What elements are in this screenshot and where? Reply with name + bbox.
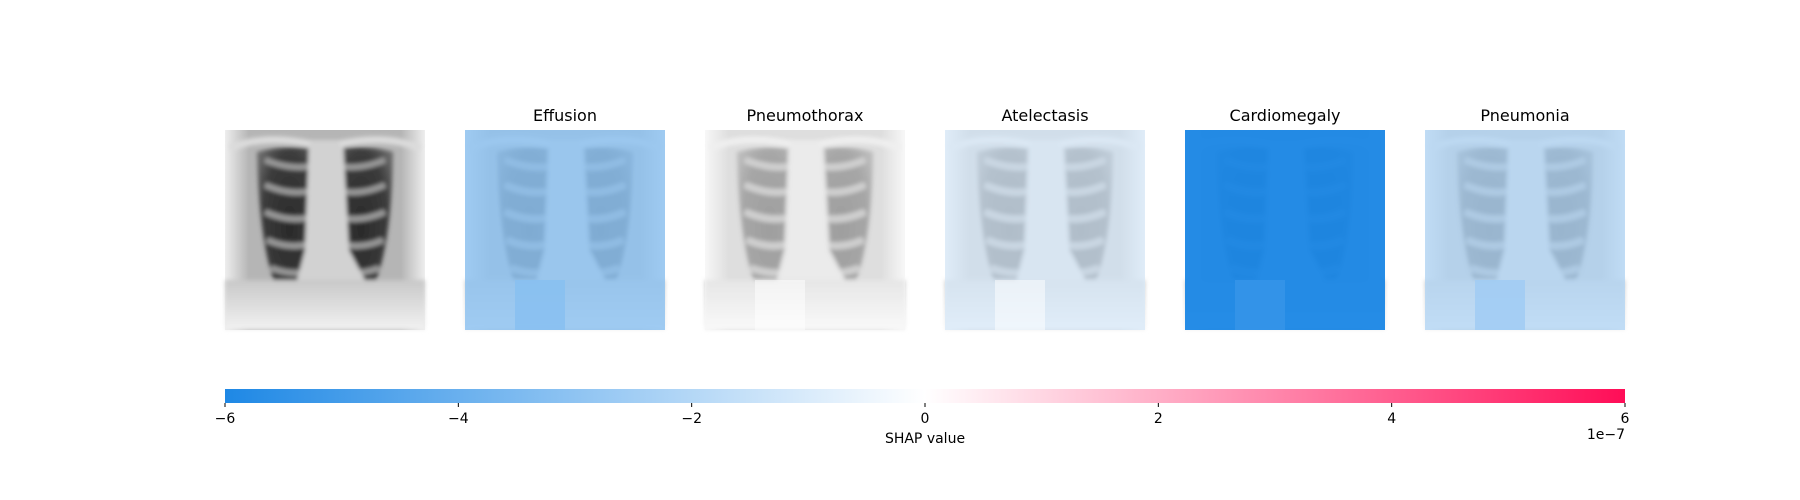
panel-title: Pneumothorax bbox=[747, 106, 864, 125]
panel-pneumothorax: Pneumothorax bbox=[705, 106, 905, 330]
colorbar-bar bbox=[225, 389, 1625, 403]
colorbar-label: SHAP value bbox=[885, 431, 965, 447]
panel-input-image bbox=[225, 130, 425, 330]
panel-title: Atelectasis bbox=[1001, 106, 1088, 125]
panel-pneumonia: Pneumonia bbox=[1425, 106, 1625, 330]
colorbar-scale-label: 1e−7 bbox=[1587, 427, 1625, 443]
shap-patch bbox=[755, 280, 805, 330]
colorbar-tick-label: −6 bbox=[215, 411, 236, 427]
panel-cardiomegaly: Cardiomegaly bbox=[1185, 106, 1385, 330]
colorbar-tick-label: 6 bbox=[1621, 411, 1630, 427]
colorbar-tick-label: 4 bbox=[1387, 411, 1396, 427]
colorbar-ticks: −6 −4 −2 0 2 4 6 bbox=[215, 403, 1630, 427]
shap-patch bbox=[1235, 280, 1285, 330]
colorbar: −6 −4 −2 0 2 4 6 SHAP value 1e−7 bbox=[215, 389, 1630, 447]
shap-patch bbox=[1475, 280, 1525, 330]
colorbar-tick-label: 0 bbox=[921, 411, 930, 427]
panel-atelectasis: Atelectasis bbox=[945, 106, 1145, 330]
colorbar-tick-label: −2 bbox=[681, 411, 702, 427]
xray-image bbox=[225, 130, 425, 330]
panel-title: Cardiomegaly bbox=[1230, 106, 1341, 125]
image-panels: Effusion Pneumothorax Atelectasis Cardiomeg… bbox=[225, 106, 1625, 330]
colorbar-tick-label: −4 bbox=[448, 411, 469, 427]
panel-title: Effusion bbox=[533, 106, 597, 125]
panel-title: Pneumonia bbox=[1480, 106, 1569, 125]
panel-effusion: Effusion bbox=[465, 106, 665, 330]
shap-patch bbox=[995, 280, 1045, 330]
shap-patch bbox=[515, 280, 565, 330]
colorbar-tick-label: 2 bbox=[1154, 411, 1163, 427]
